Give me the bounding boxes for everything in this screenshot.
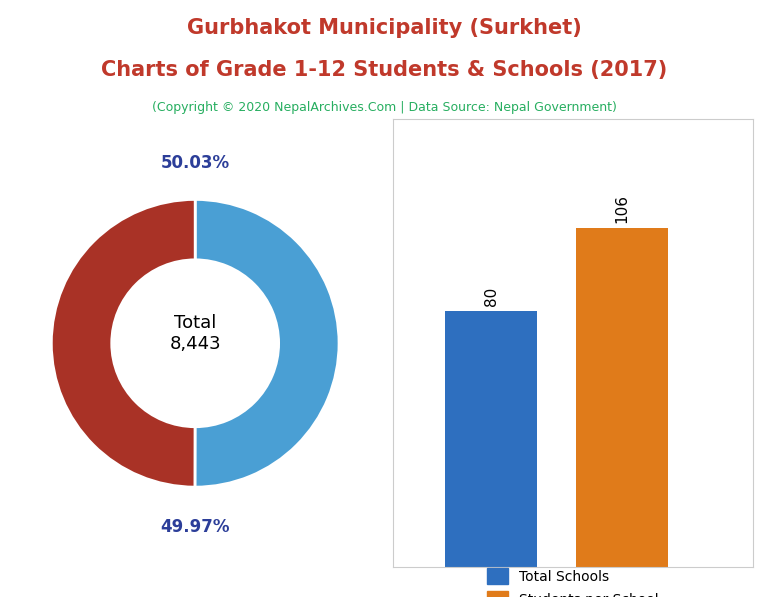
Legend: Total Schools, Students per School: Total Schools, Students per School	[482, 562, 664, 597]
Text: (Copyright © 2020 NepalArchives.Com | Data Source: Nepal Government): (Copyright © 2020 NepalArchives.Com | Da…	[151, 101, 617, 115]
Text: 50.03%: 50.03%	[161, 155, 230, 173]
Text: 80: 80	[484, 287, 498, 306]
Text: Charts of Grade 1-12 Students & Schools (2017): Charts of Grade 1-12 Students & Schools …	[101, 60, 667, 80]
Wedge shape	[195, 199, 339, 487]
Text: 49.97%: 49.97%	[161, 518, 230, 537]
Bar	[576, 228, 667, 567]
Text: Total
8,443: Total 8,443	[170, 314, 221, 353]
Text: Gurbhakot Municipality (Surkhet): Gurbhakot Municipality (Surkhet)	[187, 18, 581, 38]
Bar	[445, 311, 537, 567]
Wedge shape	[51, 199, 195, 487]
Text: 106: 106	[614, 195, 629, 223]
